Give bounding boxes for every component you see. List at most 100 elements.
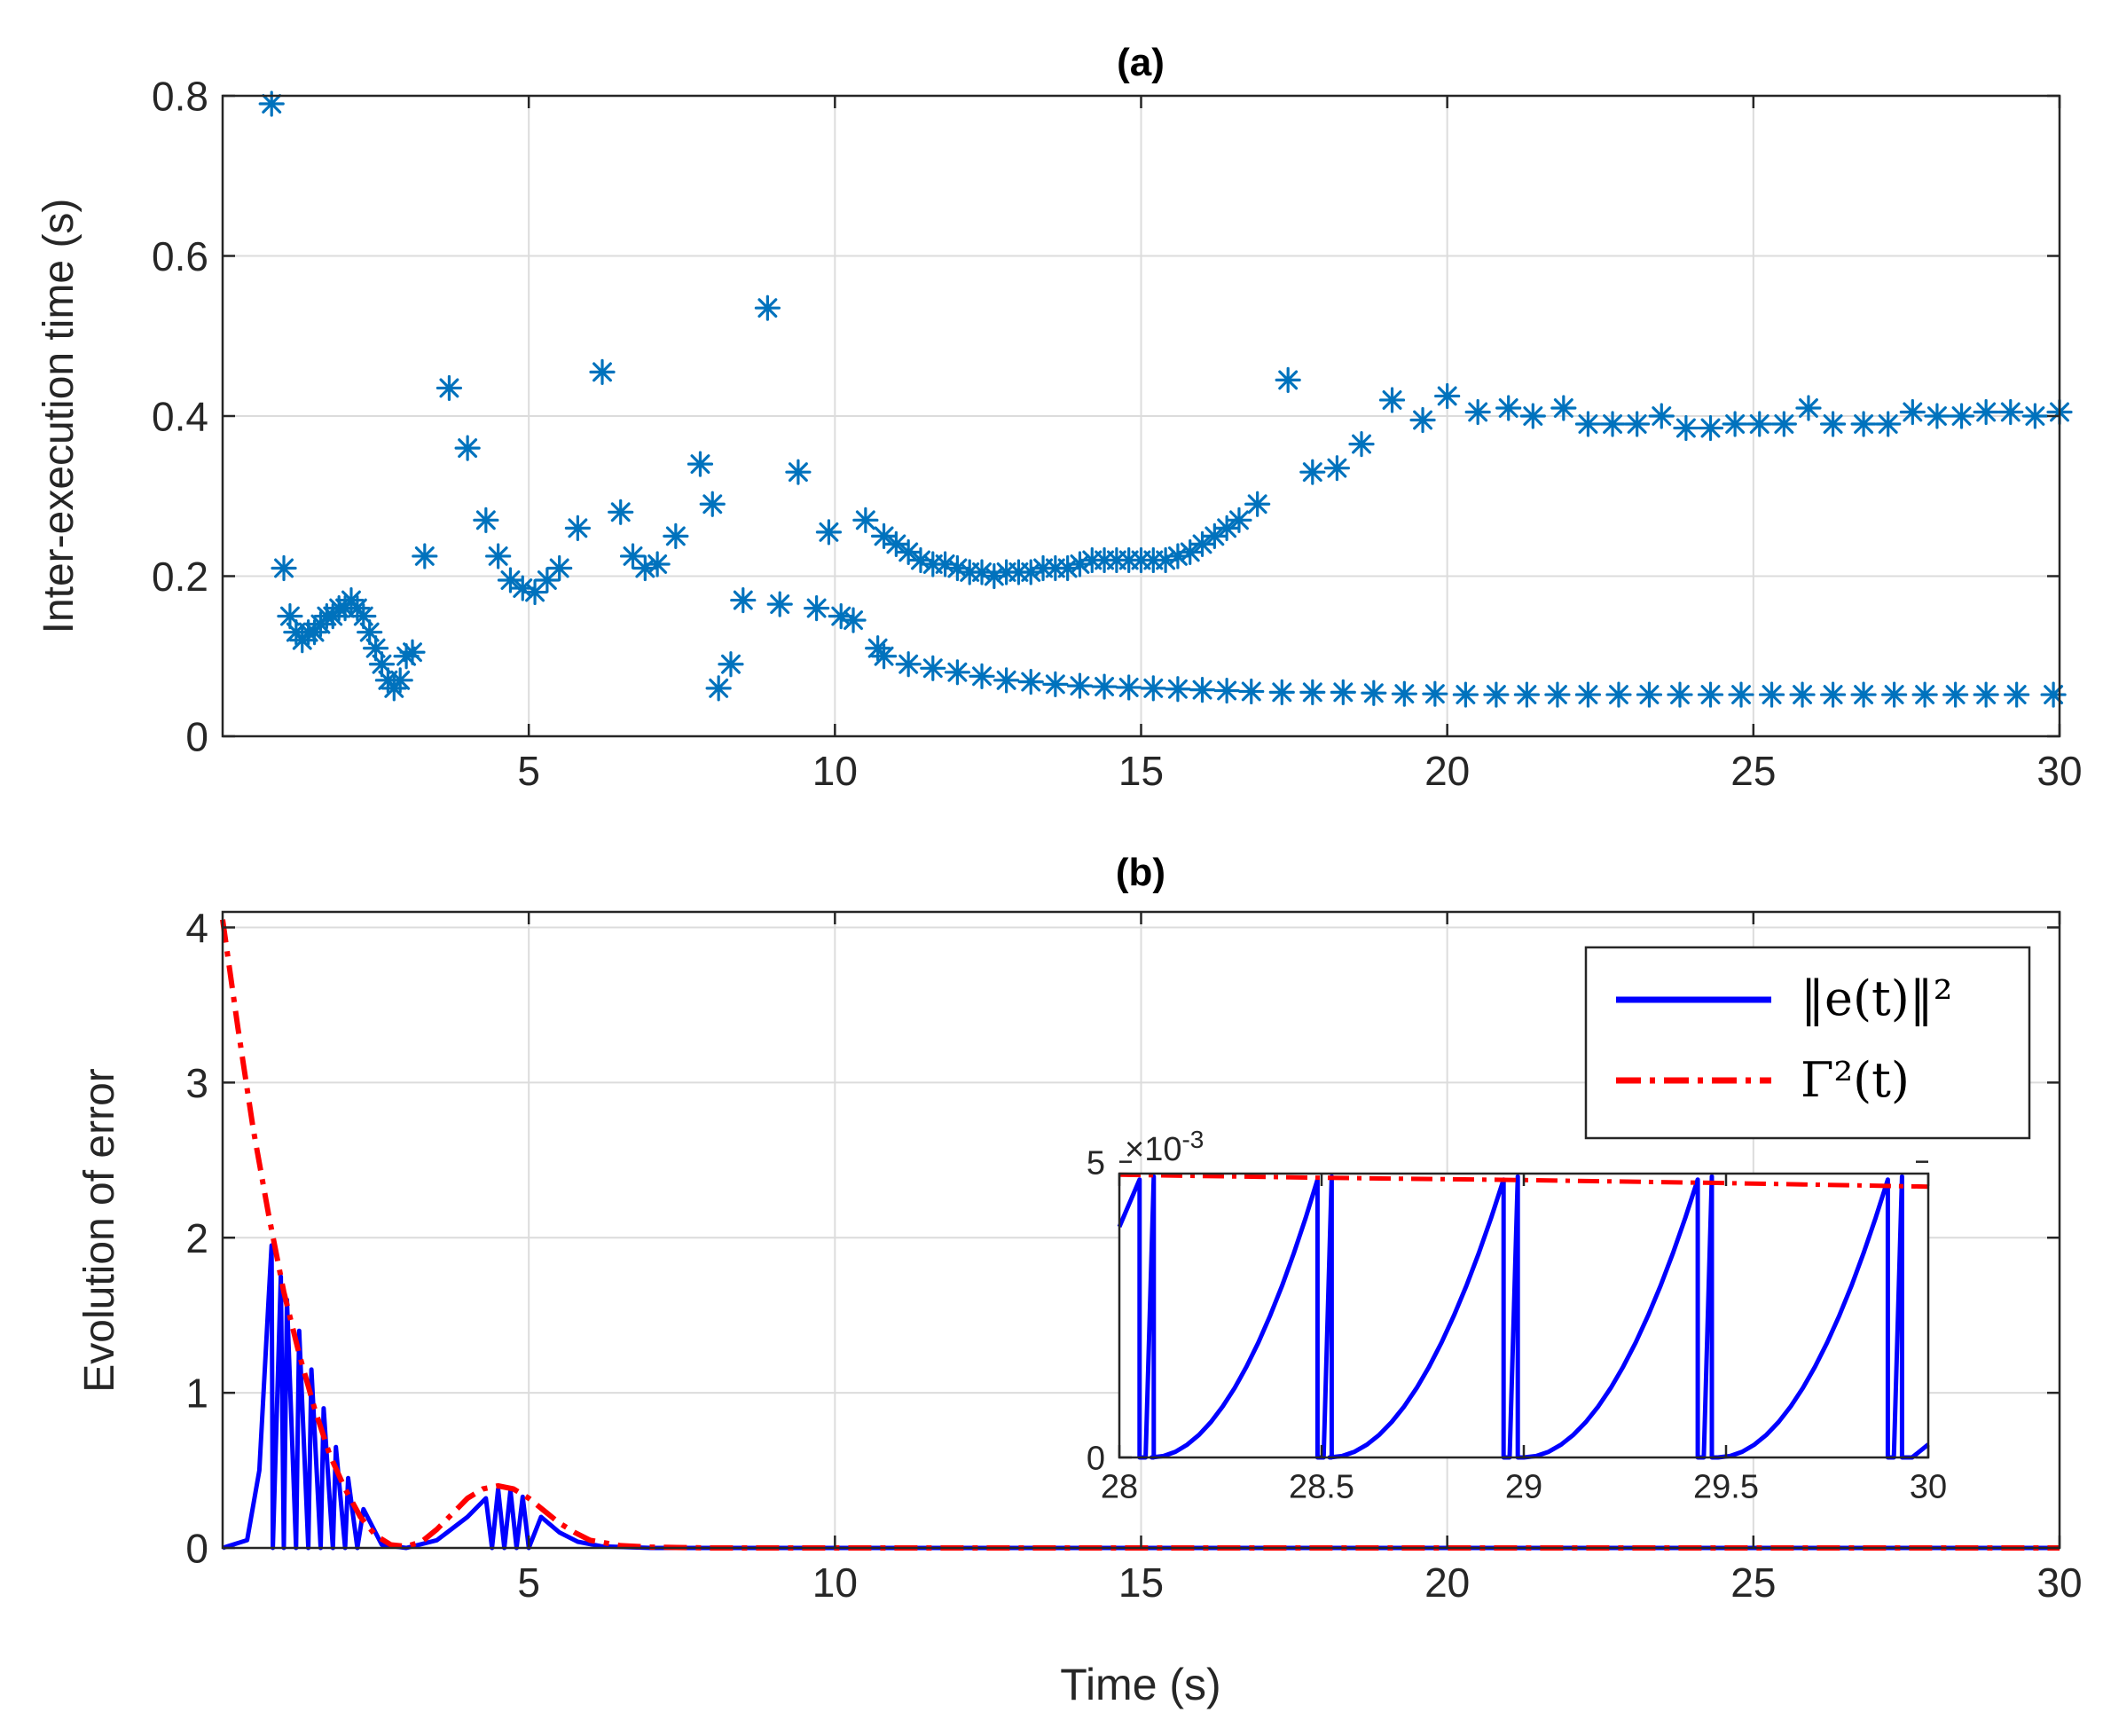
panel-a-y-tick-label: 0.4 <box>152 394 208 440</box>
inset-exponent-label: ×10-3 <box>1125 1126 1204 1168</box>
panel-a-x-tick-label: 5 <box>517 748 540 794</box>
data-point-marker <box>1513 681 1541 708</box>
legend-gamma-label: Γ²(t) <box>1801 1052 1910 1108</box>
data-point-marker <box>1942 681 1969 708</box>
data-point-marker <box>1434 382 1461 410</box>
data-point-marker <box>589 358 616 385</box>
inset-ticks: 28 28.5 29 29.5 30 0 5 <box>1087 1144 1947 1505</box>
panel-a-x-tick-label: 10 <box>812 748 858 794</box>
data-point-marker <box>1299 679 1326 705</box>
data-point-marker <box>1275 366 1301 393</box>
data-point-marker <box>870 643 898 670</box>
panel-b-x-tick-label: 10 <box>812 1559 858 1606</box>
data-point-marker <box>852 507 879 533</box>
data-point-marker <box>1201 522 1228 549</box>
data-point-marker <box>1795 395 1822 421</box>
inset-x-tick-label: 29 <box>1505 1469 1542 1506</box>
data-point-marker <box>271 554 297 582</box>
data-point-marker <box>393 643 420 670</box>
data-point-marker <box>2021 403 2048 429</box>
data-point-marker <box>1850 681 1877 708</box>
panel-a-scatter-chart: 5 10 15 20 25 30 0 0.2 0.4 0.6 0.8 (a) Inter-execu… <box>35 41 2083 794</box>
data-point-marker <box>815 519 843 546</box>
panel-b-x-tick-label: 25 <box>1730 1559 1776 1606</box>
data-point-marker <box>1299 459 1326 485</box>
panel-a-x-tick-label: 20 <box>1424 748 1470 794</box>
data-point-marker <box>564 515 591 541</box>
legend-error-label: ‖e(t)‖² <box>1801 970 1952 1026</box>
data-point-marker <box>1519 403 1546 429</box>
data-point-marker <box>473 507 499 533</box>
data-point-marker <box>1140 675 1166 702</box>
data-point-marker <box>1819 681 1847 708</box>
panel-a-title: (a) <box>1117 41 1165 84</box>
data-point-marker <box>1899 398 1926 426</box>
inset-x-tick-label: 30 <box>1910 1469 1947 1506</box>
data-point-marker <box>608 499 634 525</box>
data-point-marker <box>2040 681 2067 708</box>
data-point-marker <box>1550 395 1577 421</box>
inset-exponent-power: -3 <box>1181 1126 1204 1153</box>
data-point-marker <box>399 639 426 665</box>
data-point-marker <box>804 594 830 622</box>
data-point-marker <box>1924 403 1950 429</box>
data-point-marker <box>1973 681 1999 708</box>
data-point-marker <box>1348 430 1375 458</box>
data-point-marker <box>730 586 757 614</box>
data-point-marker <box>1697 681 1724 708</box>
data-point-marker <box>1042 671 1069 697</box>
data-point-marker <box>1330 679 1356 705</box>
panel-b-y-tick-label: 2 <box>185 1215 208 1261</box>
data-point-marker <box>1091 673 1118 700</box>
data-point-marker <box>1758 681 1785 708</box>
data-point-marker <box>944 659 971 686</box>
panel-b-y-tick-label: 0 <box>185 1526 208 1572</box>
data-point-marker <box>387 667 413 694</box>
data-point-marker <box>1746 411 1773 437</box>
data-point-marker <box>1244 491 1271 517</box>
panel-a-x-tick-label: 25 <box>1730 748 1776 794</box>
data-point-marker <box>1605 681 1632 708</box>
data-point-marker <box>718 651 744 678</box>
panel-b-ticks: 5 10 15 20 25 30 0 1 2 3 4 <box>185 905 2082 1606</box>
data-point-marker <box>1667 681 1693 708</box>
inset-x-tick-label: 28 <box>1101 1469 1138 1506</box>
panel-a-ticks: 5 10 15 20 25 30 0 0.2 0.4 0.6 0.8 <box>152 74 2083 795</box>
data-point-marker <box>1544 681 1571 708</box>
panel-b-title: (b) <box>1116 851 1165 894</box>
data-point-marker <box>1213 677 1240 704</box>
data-point-marker <box>754 295 781 321</box>
data-point-marker <box>1850 411 1877 437</box>
data-point-marker <box>766 591 793 617</box>
data-point-marker <box>993 667 1020 694</box>
data-point-marker <box>1948 403 1975 429</box>
data-point-marker <box>1017 669 1044 695</box>
data-point-marker <box>1409 406 1436 434</box>
data-point-marker <box>705 675 732 702</box>
data-point-marker <box>1911 681 1938 708</box>
data-point-marker <box>1875 411 1902 437</box>
panel-b-y-axis-label: Evolution of error <box>76 1068 123 1393</box>
panel-b-x-tick-label: 5 <box>517 1559 540 1606</box>
inset-x-tick-label: 29.5 <box>1693 1469 1759 1506</box>
legend-box <box>1584 946 2031 1140</box>
data-point-marker <box>1323 455 1351 482</box>
panel-a-y-tick-label: 0.2 <box>152 554 208 600</box>
inset-x-tick-label: 28.5 <box>1289 1469 1354 1506</box>
data-point-marker <box>1495 395 1522 421</box>
data-point-marker <box>663 522 689 549</box>
data-point-marker <box>895 651 922 678</box>
data-point-marker <box>412 543 438 570</box>
data-point-marker <box>920 655 946 681</box>
panel-b-y-tick-label: 3 <box>185 1060 208 1106</box>
data-point-marker <box>1483 681 1510 708</box>
data-point-marker <box>840 607 867 633</box>
data-point-marker <box>895 538 922 566</box>
legend: ‖e(t)‖² Γ²(t) <box>1584 946 2031 1140</box>
inset-plot-area <box>1119 1174 1928 1457</box>
data-point-marker <box>1973 398 1999 426</box>
panel-b-x-tick-label: 30 <box>2036 1559 2082 1606</box>
data-point-marker <box>1226 507 1252 533</box>
data-point-marker <box>944 554 971 582</box>
panel-a-y-tick-label: 0.6 <box>152 233 208 279</box>
